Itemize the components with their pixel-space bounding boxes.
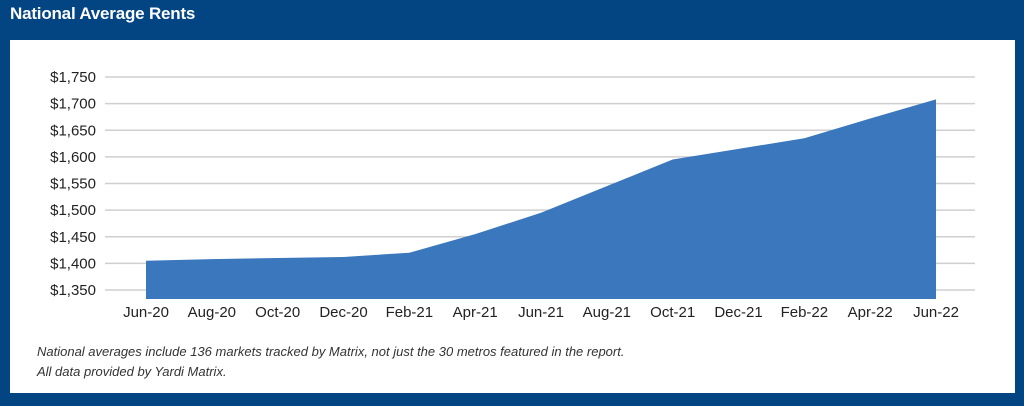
y-tick-label: $1,350 (50, 282, 96, 299)
area-series (145, 99, 937, 299)
x-tick-label: Feb-22 (781, 304, 829, 321)
x-tick-label: Jun-21 (518, 304, 564, 321)
y-tick-label: $1,750 (50, 69, 96, 86)
x-tick-label: Dec-21 (714, 304, 762, 321)
footnote-line-2: All data provided by Yardi Matrix. (37, 364, 227, 379)
x-tick-label: Oct-21 (650, 304, 695, 321)
y-axis-ticks: $1,350 $1,400 $1,450 $1,500 $1,550 $1,600 $1,6… (50, 69, 96, 299)
x-tick-label: Feb-21 (386, 304, 434, 321)
footnote: National averages include 136 markets tr… (37, 342, 624, 382)
footnote-line-1: National averages include 136 markets tr… (37, 344, 625, 359)
x-tick-label: Apr-22 (848, 304, 893, 321)
x-tick-label: Jun-20 (123, 304, 169, 321)
y-tick-label: $1,600 (50, 149, 96, 166)
x-tick-label: Aug-21 (583, 304, 631, 321)
x-tick-label: Oct-20 (255, 304, 300, 321)
y-tick-label: $1,450 (50, 229, 96, 246)
y-tick-label: $1,400 (50, 255, 96, 272)
chart-panel: $1,350 $1,400 $1,450 $1,500 $1,550 $1,600 $1,6… (10, 40, 1015, 393)
x-tick-label: Apr-21 (453, 304, 498, 321)
y-tick-label: $1,700 (50, 96, 96, 113)
x-axis-ticks: Jun-20 Aug-20 Oct-20 Dec-20 Feb-21 Apr-21 Jun-… (123, 304, 959, 321)
x-tick-label: Aug-20 (188, 304, 236, 321)
y-tick-label: $1,500 (50, 202, 96, 219)
x-tick-label: Jun-22 (913, 304, 959, 321)
area-fill (146, 99, 936, 299)
y-tick-label: $1,550 (50, 176, 96, 193)
chart-title: National Average Rents (10, 4, 196, 23)
area-chart: $1,350 $1,400 $1,450 $1,500 $1,550 $1,600 $1,6… (50, 69, 975, 321)
y-tick-label: $1,650 (50, 122, 96, 139)
x-tick-label: Dec-20 (319, 304, 367, 321)
